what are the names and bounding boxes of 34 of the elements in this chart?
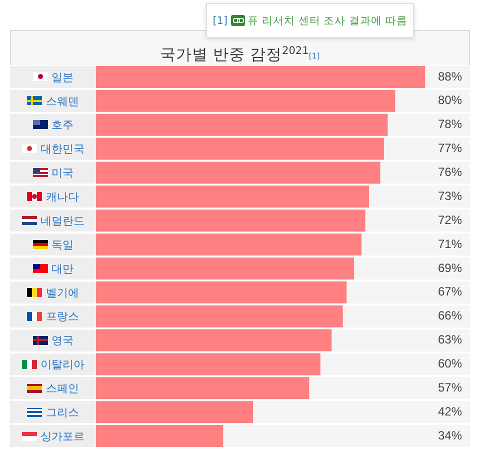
data-label: 34% <box>438 428 462 442</box>
y-tick-label: 호주 <box>52 118 74 132</box>
data-label: 63% <box>438 332 462 347</box>
data-label: 69% <box>438 260 462 275</box>
y-tick-label: 독일 <box>52 238 74 252</box>
data-label: 88% <box>438 69 462 84</box>
y-tick-label: 스웨덴 <box>46 94 79 108</box>
y-tick-label: 싱가포르 <box>40 430 84 443</box>
y-tick-label: 영국 <box>52 334 74 348</box>
data-label: 76% <box>438 165 462 180</box>
text: [1] <box>212 14 228 26</box>
data-label: 72% <box>438 212 462 227</box>
y-tick-label: 프랑스 <box>46 310 79 324</box>
data-label: 80% <box>438 93 462 108</box>
y-tick-label: 스페인 <box>46 382 79 396</box>
y-tick-label: 벨기에 <box>46 286 79 300</box>
data-label: 60% <box>438 356 462 371</box>
y-tick-label: 캐나다 <box>46 190 79 204</box>
y-tick-label: 이탈리아 <box>40 358 84 372</box>
data-label: 57% <box>438 380 462 394</box>
data-label: 42% <box>438 404 462 418</box>
text: 퓨 리서치 센터 조사 결과에 따름 <box>248 14 408 28</box>
y-tick-label: 그리스 <box>46 406 79 419</box>
data-label: 66% <box>438 308 462 323</box>
data-label: 67% <box>438 284 462 299</box>
data-label: 73% <box>438 188 462 203</box>
data-label: 77% <box>438 141 462 156</box>
data-label: 71% <box>438 236 462 251</box>
y-tick-label: 대한민국 <box>40 142 84 156</box>
y-tick-label: 미국 <box>52 166 74 180</box>
y-tick-label: 일본 <box>52 70 74 84</box>
data-label: 78% <box>438 117 462 132</box>
y-tick-label: 네덜란드 <box>40 214 84 228</box>
y-tick-label: 대만 <box>52 262 74 276</box>
